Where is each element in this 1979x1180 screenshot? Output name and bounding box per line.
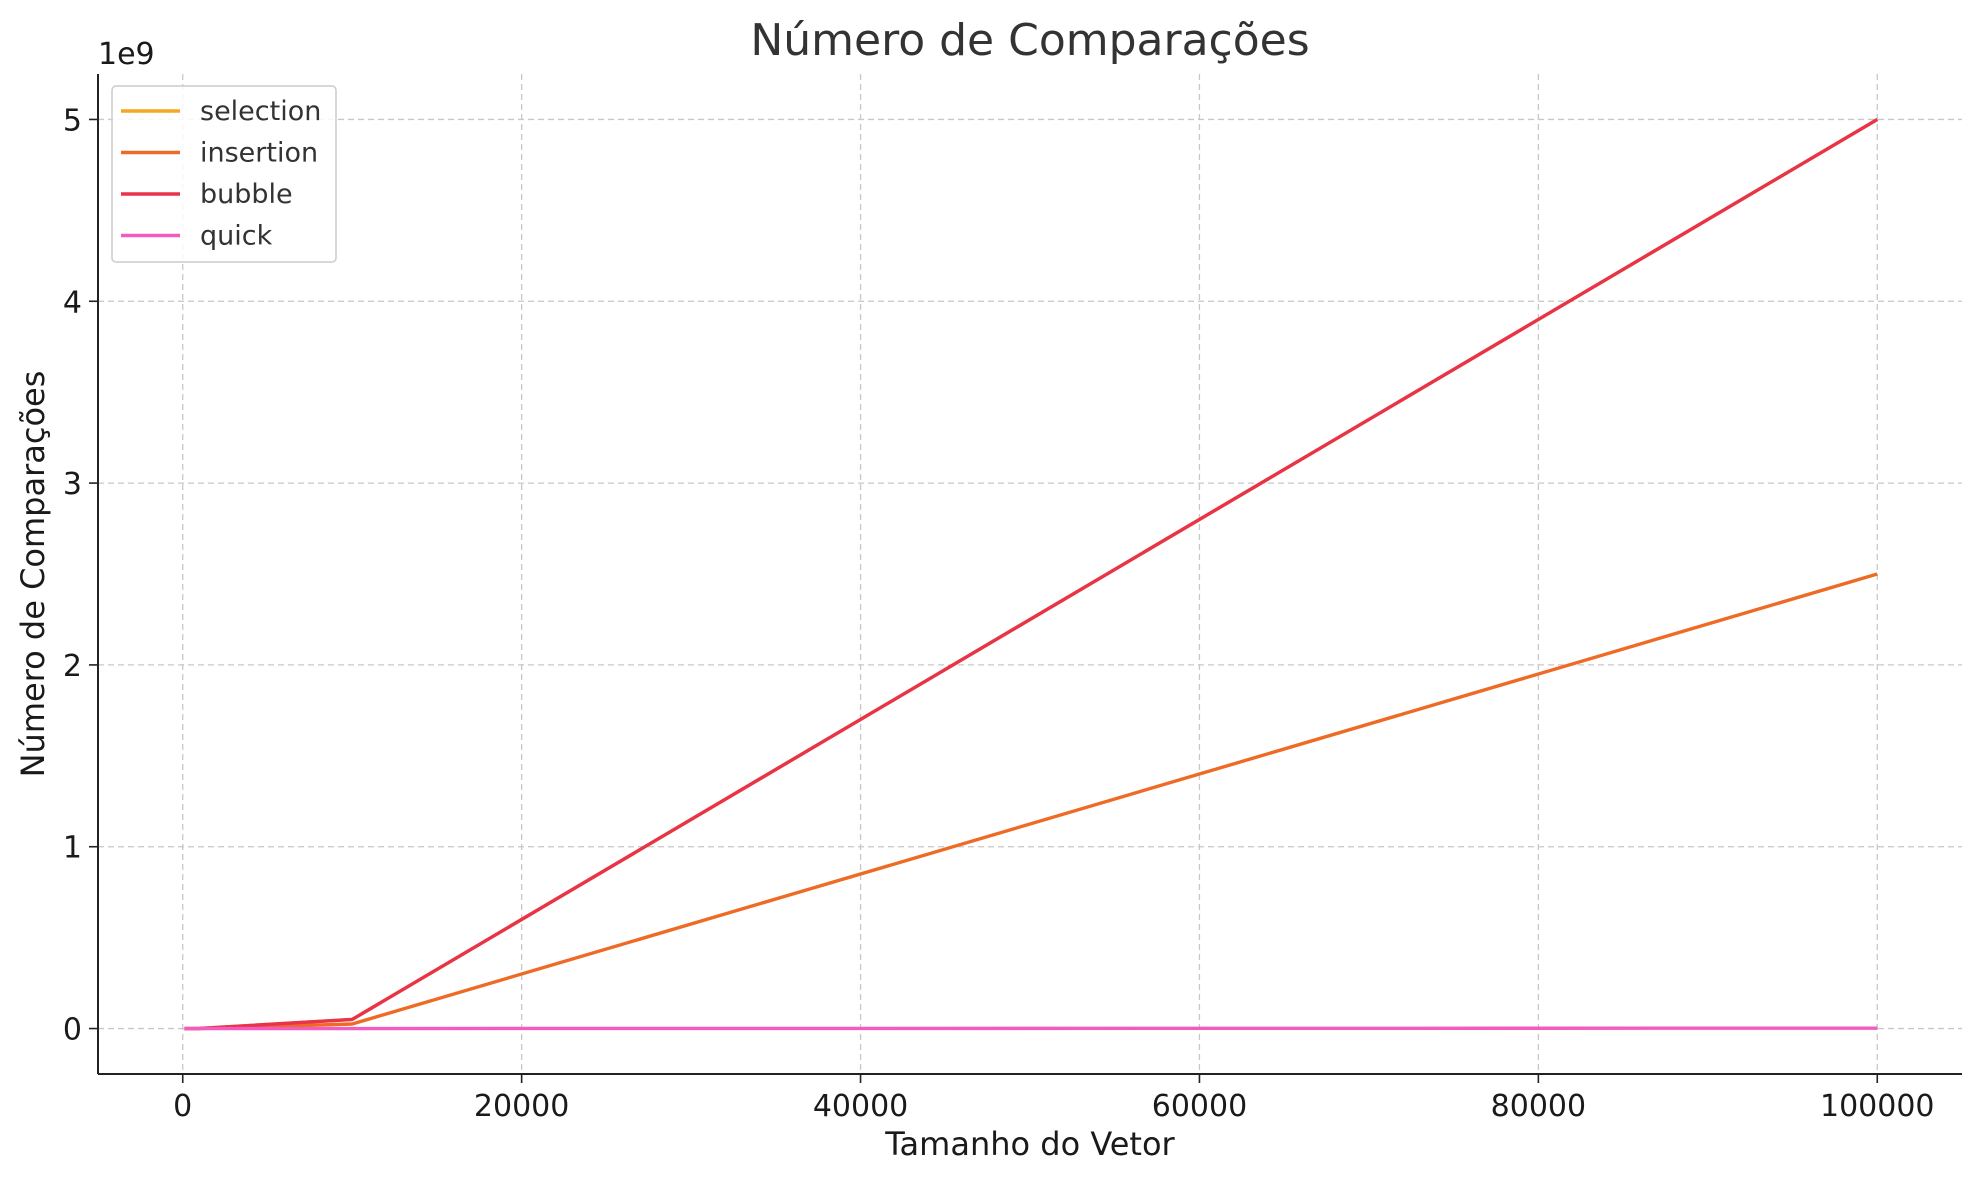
series-lines bbox=[184, 117, 1879, 1031]
x-tick-label: 40000 bbox=[813, 1089, 908, 1124]
x-tick-label: 0 bbox=[173, 1089, 192, 1124]
y-tick-label: 3 bbox=[63, 467, 82, 502]
legend-label-bubble: bubble bbox=[200, 179, 293, 210]
x-tick-label: 60000 bbox=[1152, 1089, 1247, 1124]
axes bbox=[89, 74, 1962, 1083]
legend: selection insertion bubble quick bbox=[111, 85, 337, 263]
y-tick-label: 2 bbox=[63, 649, 82, 684]
x-axis-label: Tamanho do Vetor bbox=[884, 1125, 1175, 1163]
x-tick-label: 100000 bbox=[1820, 1089, 1935, 1124]
y-tick-label: 4 bbox=[63, 285, 82, 320]
legend-label-insertion: insertion bbox=[200, 138, 318, 169]
y-tick-label: 0 bbox=[63, 1013, 82, 1048]
grid bbox=[98, 74, 1962, 1074]
tick-labels: 0 20000 40000 60000 80000 100000 0 1 2 3 4 5 bbox=[63, 103, 1935, 1124]
legend-label-quick: quick bbox=[200, 221, 273, 252]
y-tick-label: 5 bbox=[63, 103, 82, 138]
series-line-selection bbox=[184, 117, 1879, 1031]
x-tick-label: 80000 bbox=[1491, 1089, 1586, 1124]
legend-frame bbox=[111, 85, 337, 263]
series-line-insertion bbox=[184, 572, 1878, 1031]
chart-title: Número de Comparações bbox=[750, 15, 1309, 66]
y-offset-label: 1e9 bbox=[98, 37, 155, 72]
y-axis-label: Número de Comparações bbox=[14, 371, 52, 778]
series-line-bubble bbox=[184, 117, 1879, 1031]
y-tick-label: 1 bbox=[63, 831, 82, 866]
x-tick-label: 20000 bbox=[474, 1089, 569, 1124]
legend-label-selection: selection bbox=[200, 96, 321, 127]
